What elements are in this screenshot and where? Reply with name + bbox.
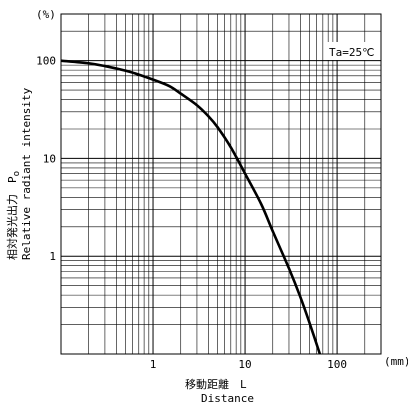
plot-frame bbox=[60, 13, 382, 355]
tick-labels: 1 10 100 1 10 100 bbox=[36, 55, 347, 371]
series-line bbox=[60, 59, 322, 355]
grid bbox=[61, 14, 381, 354]
annotation: Ta=25℃ bbox=[329, 46, 374, 59]
x-unit-label: (mm) bbox=[384, 355, 408, 368]
y-axis-label: 相対発光出力 Po bbox=[5, 171, 22, 260]
annotation-box bbox=[326, 42, 376, 60]
y-axis-label-en: Relative radiant intensity bbox=[20, 87, 33, 260]
y-tick-label: 10 bbox=[43, 152, 56, 165]
y-tick-label: 1 bbox=[49, 250, 56, 263]
y-tick-label: 100 bbox=[36, 55, 56, 68]
y-axis-label-subscript: o bbox=[12, 171, 22, 176]
x-axis-label-en: Distance bbox=[201, 392, 254, 405]
x-tick-label: 10 bbox=[238, 358, 251, 371]
x-axis-label: 移動距離 L bbox=[185, 377, 247, 391]
y-unit-label: (%) bbox=[36, 8, 56, 21]
series-group bbox=[60, 59, 322, 355]
x-tick-label: 100 bbox=[327, 358, 347, 371]
x-tick-label: 1 bbox=[150, 358, 157, 371]
